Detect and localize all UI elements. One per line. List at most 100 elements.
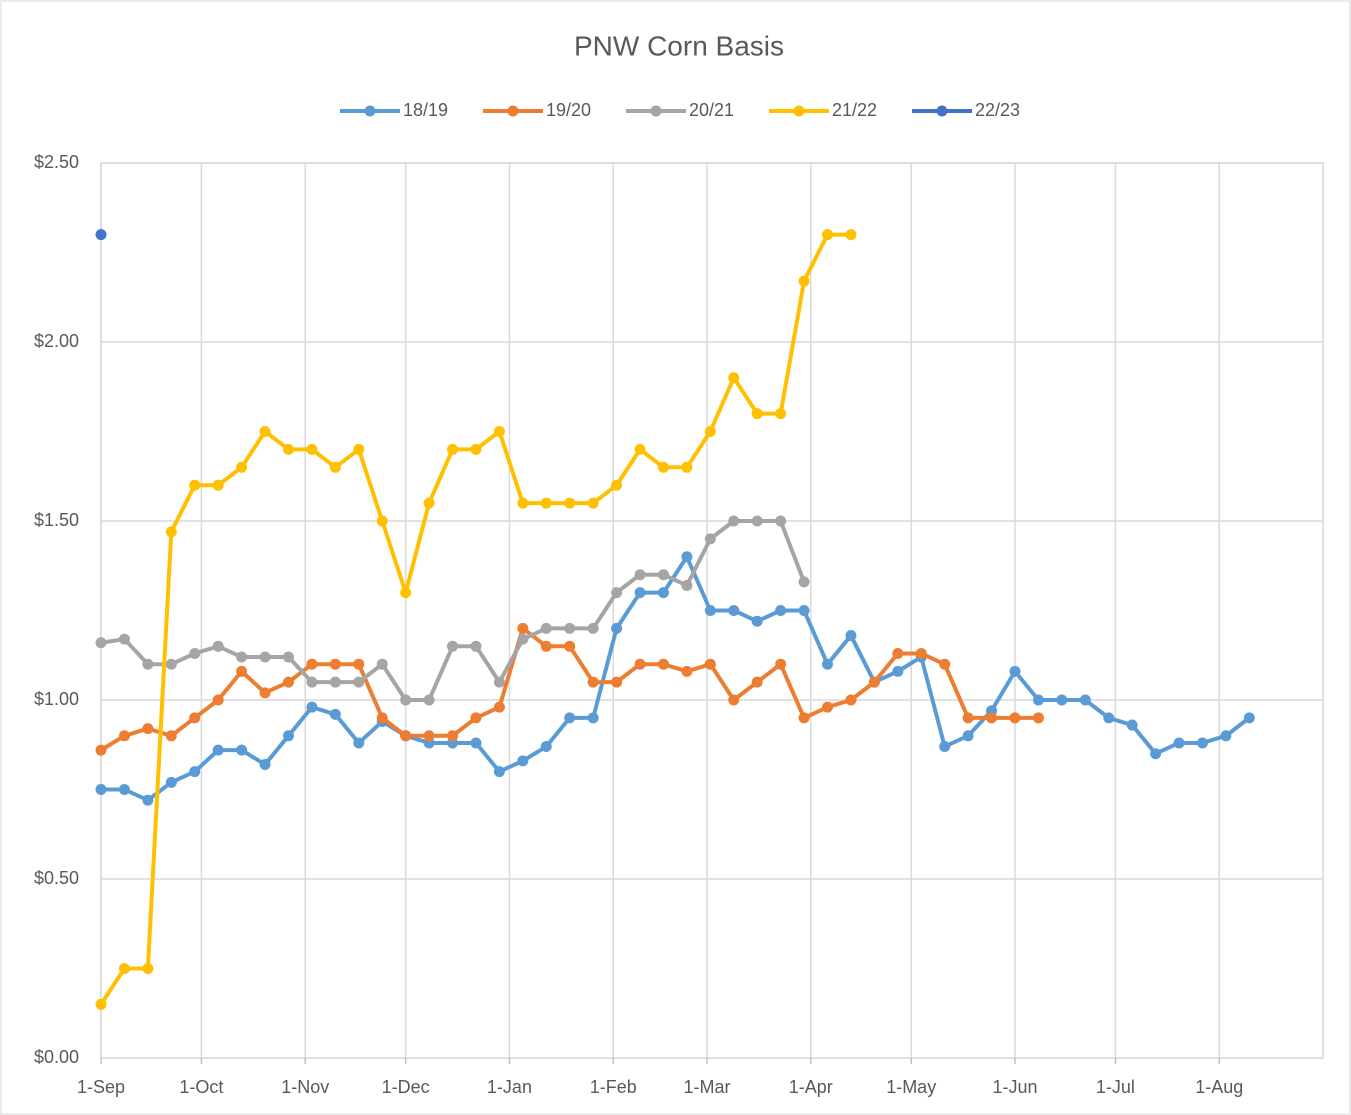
data-point (634, 658, 646, 670)
data-point (306, 701, 318, 713)
data-point (95, 998, 107, 1010)
data-point (118, 633, 130, 645)
x-tick-label: 1-Sep (77, 1077, 125, 1097)
data-point (587, 712, 599, 724)
data-point (611, 622, 623, 634)
data-point (236, 665, 248, 677)
data-point (939, 741, 951, 753)
data-point (423, 694, 435, 706)
data-point (564, 622, 576, 634)
data-point (587, 676, 599, 688)
data-point (728, 515, 740, 527)
data-point (306, 676, 318, 688)
data-point (962, 712, 974, 724)
data-point (165, 776, 177, 788)
data-point (212, 640, 224, 652)
data-point (470, 712, 482, 724)
data-point (259, 651, 271, 663)
data-point (259, 426, 271, 437)
data-point (1173, 737, 1185, 749)
x-tick-label: 1-Jun (992, 1077, 1037, 1097)
data-point (236, 744, 248, 756)
data-point (282, 676, 294, 688)
data-point (329, 658, 341, 670)
data-point (657, 569, 669, 581)
data-point (353, 676, 365, 688)
data-point (775, 605, 787, 616)
data-point (657, 658, 669, 670)
data-point (376, 712, 388, 724)
data-point (681, 665, 693, 677)
data-point (798, 275, 810, 287)
legend-marker (650, 105, 662, 117)
data-point (892, 665, 904, 677)
x-tick-label: 1-Mar (683, 1077, 730, 1097)
data-point (517, 497, 529, 509)
data-point (282, 443, 294, 455)
data-point (728, 372, 740, 384)
data-point (775, 408, 787, 420)
data-point (540, 497, 552, 509)
y-tick-label: $0.00 (34, 1047, 79, 1067)
data-point (822, 701, 834, 713)
data-point (282, 651, 294, 663)
data-point (845, 630, 857, 642)
data-point (611, 479, 623, 491)
data-point (1056, 694, 1068, 706)
data-point (775, 658, 787, 670)
x-tick-label: 1-May (886, 1077, 936, 1097)
data-point (634, 443, 646, 455)
data-point (493, 701, 505, 713)
data-point (118, 784, 130, 795)
data-point (470, 640, 482, 652)
data-point (1009, 712, 1021, 724)
data-point (400, 730, 412, 742)
data-point (822, 229, 834, 241)
data-point (189, 766, 201, 778)
data-point (236, 651, 248, 663)
data-point (798, 576, 810, 588)
x-tick-label: 1-Jan (487, 1077, 532, 1097)
data-point (493, 766, 505, 778)
data-point (1220, 730, 1232, 742)
data-point (95, 744, 107, 756)
data-point (1126, 719, 1138, 731)
data-point (564, 640, 576, 652)
data-point (423, 730, 435, 742)
data-point (329, 676, 341, 688)
data-point (751, 515, 763, 527)
legend-label: 18/19 (403, 100, 448, 120)
data-point (189, 647, 201, 659)
data-point (189, 712, 201, 724)
data-point (447, 730, 459, 742)
x-tick-label: 1-Apr (789, 1077, 833, 1097)
data-point (95, 229, 107, 241)
x-tick-label: 1-Nov (281, 1077, 329, 1097)
data-point (681, 551, 693, 563)
data-point (892, 647, 904, 659)
legend-marker (364, 105, 376, 117)
data-point (657, 461, 669, 473)
data-point (517, 633, 529, 645)
data-point (657, 587, 669, 599)
y-tick-label: $1.50 (34, 510, 79, 530)
y-tick-label: $0.50 (34, 868, 79, 888)
data-point (728, 605, 740, 616)
data-point (822, 658, 834, 670)
data-point (1009, 665, 1021, 677)
legend-label: 21/22 (832, 100, 877, 120)
data-point (1079, 694, 1091, 706)
data-point (704, 658, 716, 670)
data-point (493, 676, 505, 688)
x-tick-label: 1-Feb (590, 1077, 637, 1097)
data-point (634, 587, 646, 599)
data-point (165, 526, 177, 538)
data-point (611, 676, 623, 688)
data-point (564, 497, 576, 509)
data-point (868, 676, 880, 688)
data-point (751, 615, 763, 627)
data-point (587, 622, 599, 634)
x-tick-label: 1-Oct (179, 1077, 223, 1097)
